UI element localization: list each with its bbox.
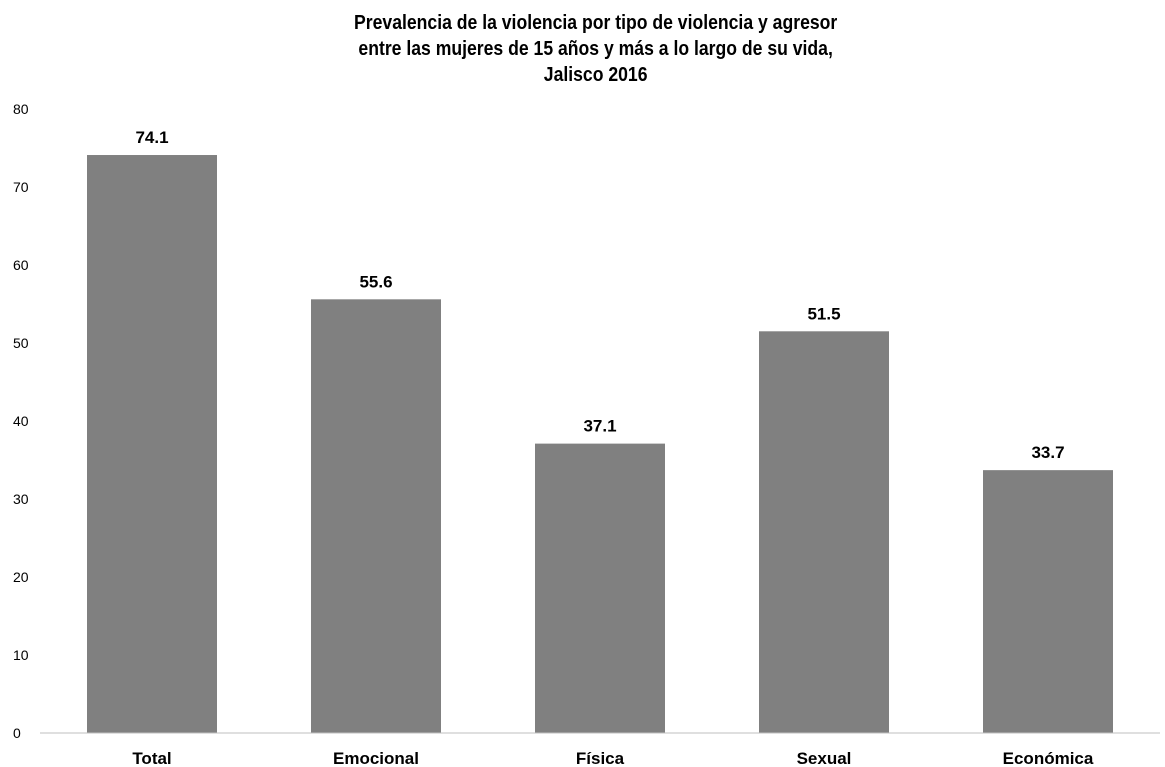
chart-title-line-2: entre las mujeres de 15 años y más a lo … [358,38,833,60]
chart-title-line-1: Prevalencia de la violencia por tipo de … [354,12,838,34]
y-tick-label: 20 [13,569,29,585]
data-label: 51.5 [807,304,840,323]
y-tick-label: 50 [13,335,29,351]
x-tick-label: Total [132,749,171,767]
y-tick-label: 40 [13,413,29,429]
bar [759,331,889,733]
bar [535,443,665,733]
y-tick-label: 10 [13,647,29,663]
chart-title-line-3: Jalisco 2016 [543,64,648,86]
data-label: 33.7 [1031,443,1064,462]
x-tick-label: Física [576,749,625,767]
y-tick-label: 70 [13,179,29,195]
y-tick-label: 30 [13,491,29,507]
bar [87,155,217,733]
x-tick-label: Sexual [797,749,852,767]
y-tick-label: 60 [13,257,29,273]
y-tick-label: 80 [13,101,29,117]
data-label: 37.1 [583,417,616,436]
y-tick-label: 0 [13,725,21,741]
bar [311,299,441,733]
x-tick-label: Económica [1003,749,1094,767]
data-label: 55.6 [359,272,392,291]
chart-title: Prevalencia de la violencia por tipo de … [70,10,1122,88]
bar [983,470,1113,733]
data-label: 74.1 [135,128,168,147]
x-tick-label: Emocional [333,749,419,767]
